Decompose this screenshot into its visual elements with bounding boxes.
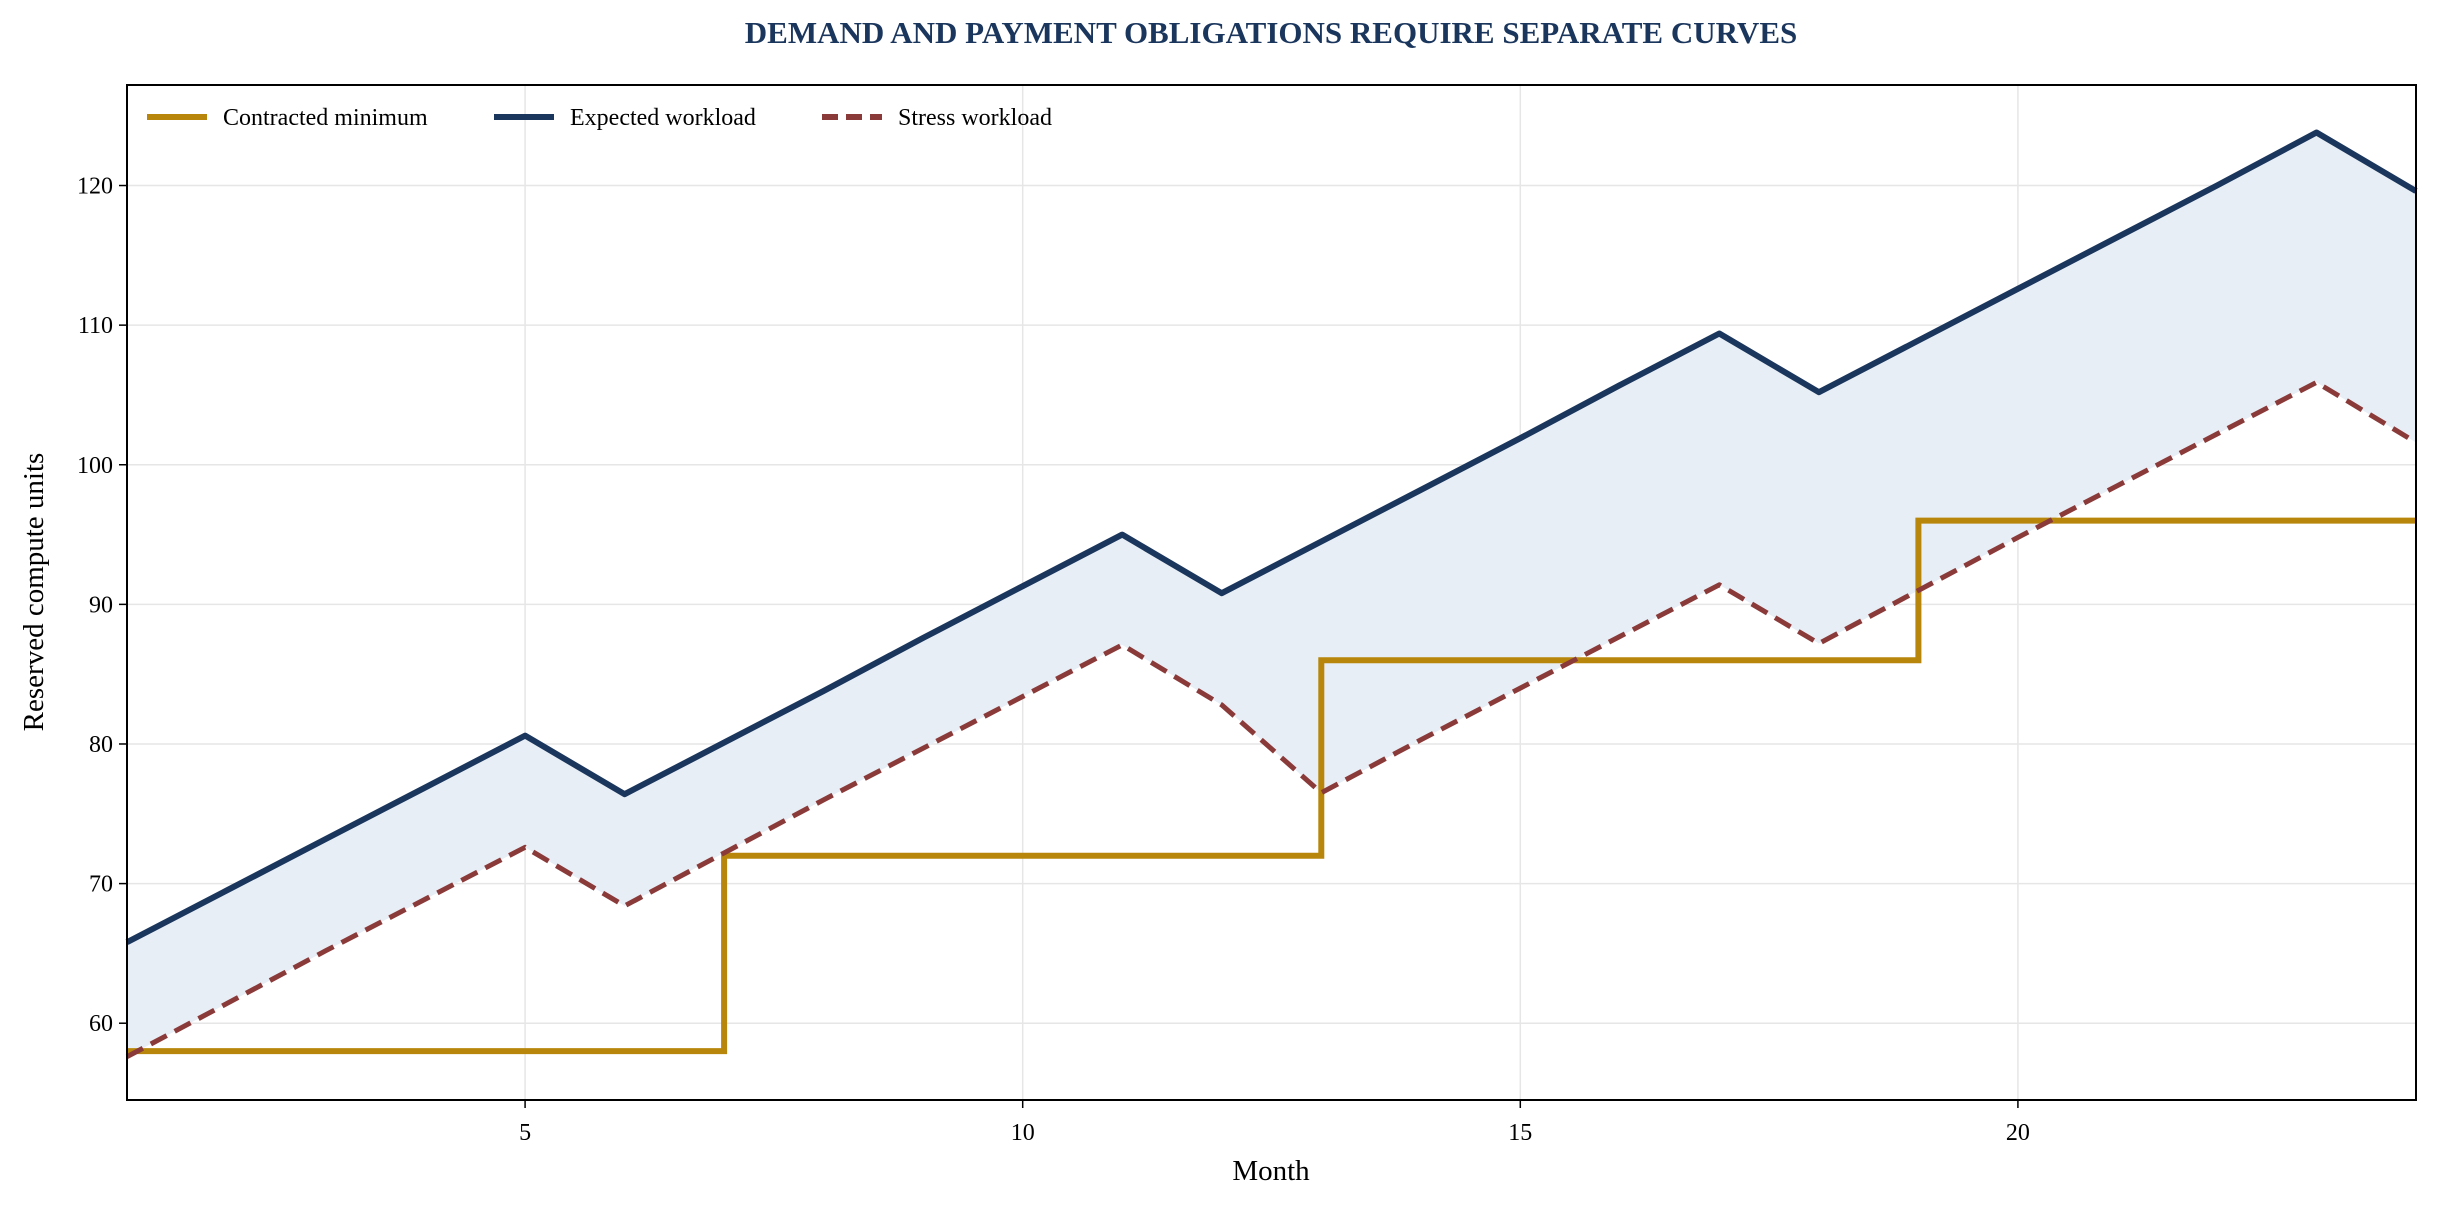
legend-label-contracted-minimum: Contracted minimum [223,105,428,131]
legend-label-expected-workload: Expected workload [570,105,756,131]
y-tick-label: 120 [77,174,113,200]
y-tick-label: 80 [89,732,113,758]
legend: Contracted minimum Expected workload Stres… [147,105,1052,131]
x-axis-ticks: 5 10 15 20 [519,1100,2030,1146]
workload-range-fill [127,132,2416,1057]
y-tick-label: 100 [77,453,113,479]
y-tick-label: 70 [89,872,113,898]
series-line-expected-workload [125,129,2418,945]
plot-frame [126,84,2417,1101]
series-line-stress-workload [125,379,2418,1059]
y-axis-label: Reserved compute units [18,453,50,732]
y-axis-ticks: 60 70 80 90 100 110 120 [77,174,127,1037]
x-tick-label: 15 [1508,1120,1532,1146]
y-tick-label: 110 [78,313,113,339]
x-tick-label: 10 [1011,1120,1035,1146]
fill-between-area [127,132,2416,1057]
x-tick-label: 5 [519,1120,531,1146]
x-tick-label: 20 [2006,1120,2030,1146]
series-line-contracted-minimum [127,517,2416,1055]
y-tick-label: 60 [89,1011,113,1037]
legend-label-stress-workload: Stress workload [898,105,1052,131]
series-lines [125,129,2418,1059]
chart-title: DEMAND AND PAYMENT OBLIGATIONS REQUIRE S… [745,15,1798,50]
x-axis-label: Month [1232,1155,1310,1187]
y-tick-label: 90 [89,592,113,618]
